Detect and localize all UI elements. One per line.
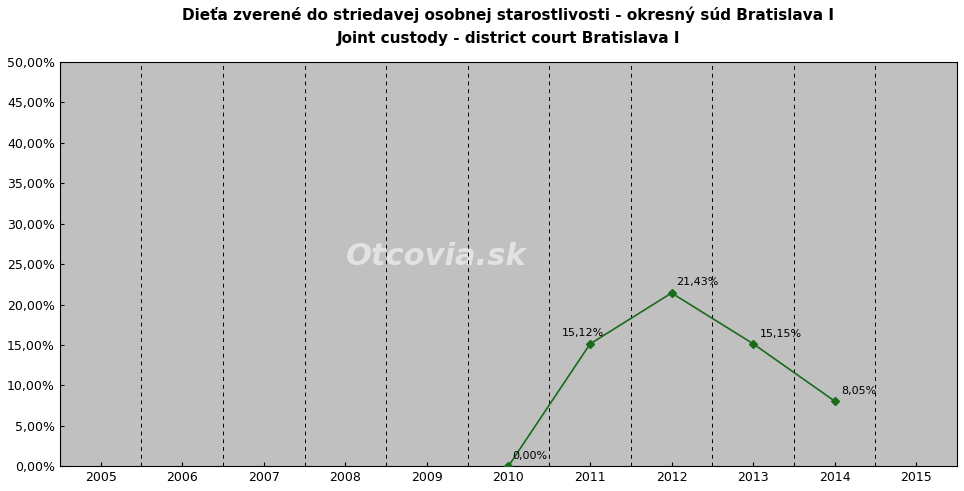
Text: 15,15%: 15,15% [760,329,802,339]
Title: Dieťa zverené do striedavej osobnej starostlivosti - okresný súd Bratislava I
Jo: Dieťa zverené do striedavej osobnej star… [182,7,835,46]
Text: 0,00%: 0,00% [513,451,548,462]
Text: Otcovia.sk: Otcovia.sk [346,242,527,271]
Text: 15,12%: 15,12% [561,327,603,337]
Text: 21,43%: 21,43% [676,276,718,287]
Text: 8,05%: 8,05% [842,386,876,396]
